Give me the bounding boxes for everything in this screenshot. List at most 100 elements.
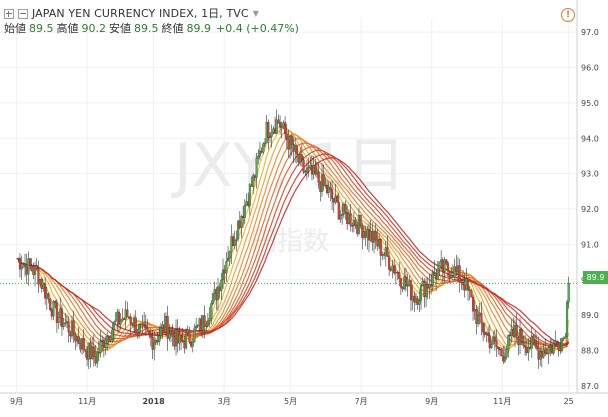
y-tick-label: 92.0 bbox=[581, 205, 599, 214]
alert-icon[interactable]: ! bbox=[561, 8, 575, 22]
candle-body bbox=[72, 320, 75, 335]
candle-body bbox=[52, 301, 55, 317]
candle-body bbox=[134, 317, 137, 334]
candle-body bbox=[520, 328, 523, 343]
symbol-row: JAPAN YEN CURRENCY INDEX, 1日, TVC ▼ bbox=[4, 6, 302, 21]
candle-body bbox=[60, 308, 63, 327]
candle-body bbox=[191, 341, 194, 347]
candle-body bbox=[255, 158, 258, 178]
candle-body bbox=[195, 326, 198, 329]
candle-body bbox=[406, 285, 409, 287]
candle-body bbox=[205, 325, 208, 327]
low-label: 安値 bbox=[109, 22, 131, 35]
candle-body bbox=[448, 270, 451, 279]
y-tick-label: 96.0 bbox=[581, 64, 599, 73]
candle-body bbox=[233, 240, 236, 246]
candle-body bbox=[248, 184, 251, 206]
candle-body bbox=[290, 135, 293, 145]
candle-body bbox=[453, 266, 456, 278]
candle-body bbox=[565, 302, 569, 337]
candle-body bbox=[109, 339, 112, 342]
candle-body bbox=[428, 284, 431, 288]
candle-body bbox=[211, 293, 214, 304]
candle-body bbox=[304, 171, 307, 173]
symbol-title[interactable]: JAPAN YEN CURRENCY INDEX, 1日, TVC bbox=[32, 7, 249, 20]
low-value: 89.5 bbox=[134, 22, 159, 35]
candle-body bbox=[398, 272, 401, 279]
y-tick-label: 97.0 bbox=[581, 28, 599, 37]
candle-body bbox=[270, 132, 273, 137]
candle-body bbox=[560, 338, 564, 351]
candle-body bbox=[208, 318, 211, 322]
candle-body bbox=[374, 231, 377, 241]
candle-body bbox=[82, 338, 85, 350]
candle-body bbox=[458, 265, 461, 283]
expand-icon[interactable] bbox=[4, 8, 14, 19]
candle-body bbox=[487, 332, 490, 336]
candle-body bbox=[302, 159, 305, 173]
candle-body bbox=[295, 145, 298, 155]
candle-body bbox=[379, 239, 382, 256]
candle-body bbox=[64, 322, 67, 324]
candle-body bbox=[143, 323, 146, 326]
candle-body bbox=[28, 258, 32, 266]
x-tick-label: 11月 bbox=[78, 397, 96, 406]
candle-body bbox=[386, 247, 389, 257]
candle-body bbox=[262, 143, 265, 153]
candle-body bbox=[480, 312, 483, 324]
candle-body bbox=[404, 276, 407, 286]
candle-body bbox=[237, 220, 240, 240]
candle-body bbox=[431, 272, 434, 286]
candle-body bbox=[258, 150, 261, 157]
y-tick-label: 95.0 bbox=[581, 99, 599, 108]
candle-body bbox=[497, 346, 500, 350]
candle-body bbox=[477, 315, 480, 324]
candle-body bbox=[471, 297, 475, 312]
candle-body bbox=[327, 187, 330, 193]
open-value: 89.5 bbox=[29, 22, 54, 35]
candle-body bbox=[126, 309, 129, 318]
candle-body bbox=[532, 335, 535, 341]
candle-body bbox=[18, 258, 22, 270]
candle-body bbox=[466, 278, 470, 290]
candle-body bbox=[490, 344, 493, 349]
candle-body bbox=[488, 335, 491, 349]
candle-body bbox=[22, 264, 25, 268]
candle-body bbox=[562, 337, 565, 340]
candle-body bbox=[114, 319, 117, 322]
candle-body bbox=[547, 347, 550, 355]
candle-body bbox=[503, 357, 506, 362]
candle-body bbox=[149, 334, 152, 338]
candle-body bbox=[166, 316, 169, 339]
candle-body bbox=[62, 323, 65, 327]
candle-body bbox=[228, 251, 231, 259]
candle-body bbox=[495, 340, 498, 348]
candle-body bbox=[337, 202, 340, 220]
candle-body bbox=[180, 334, 183, 341]
candle-body bbox=[425, 284, 428, 298]
candle-body bbox=[409, 280, 413, 301]
candle-body bbox=[221, 269, 225, 281]
candle-body bbox=[354, 219, 357, 227]
candle-body bbox=[317, 171, 320, 183]
candle-body bbox=[171, 330, 174, 337]
candle-body bbox=[193, 327, 196, 342]
candle-body bbox=[470, 290, 473, 298]
candle-body bbox=[27, 258, 30, 275]
candle-body bbox=[30, 265, 33, 271]
collapse-icon[interactable] bbox=[18, 8, 28, 19]
candle-body bbox=[122, 318, 126, 321]
candle-body bbox=[67, 321, 70, 333]
candle-body bbox=[235, 238, 238, 241]
x-tick-label: 11月 bbox=[493, 397, 511, 406]
candle-body bbox=[527, 347, 530, 353]
high-value: 90.2 bbox=[81, 22, 107, 35]
candle-body bbox=[530, 335, 533, 349]
candle-body bbox=[84, 349, 87, 352]
candle-body bbox=[419, 285, 423, 301]
candle-body bbox=[359, 214, 362, 227]
chevron-down-icon[interactable]: ▼ bbox=[252, 9, 259, 18]
candle-body bbox=[535, 345, 538, 349]
